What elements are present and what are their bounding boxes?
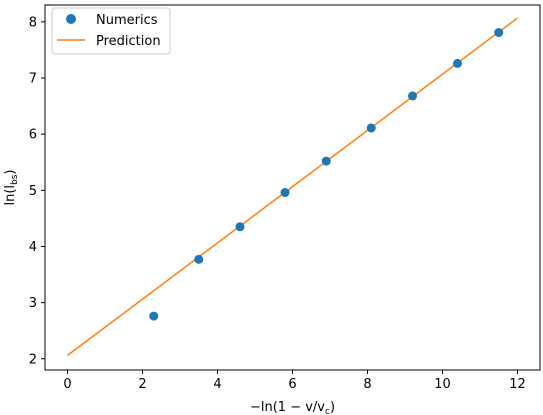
y-tick-label: 5 <box>29 184 37 199</box>
x-axis-label: −ln(1 − v/vc) <box>250 400 335 415</box>
numerics-point <box>408 91 417 101</box>
numerics-point <box>235 222 245 232</box>
legend-label-prediction: Prediction <box>96 34 161 49</box>
y-tick-label: 8 <box>29 15 37 30</box>
x-axis-ticks: 0 2 4 6 8 10 12 <box>63 370 526 392</box>
y-tick-label: 7 <box>29 72 37 87</box>
y-tick-label: 4 <box>29 240 37 255</box>
numerics-point <box>453 58 462 68</box>
x-tick-label: 10 <box>434 377 451 392</box>
x-tick-label: 6 <box>288 377 296 392</box>
y-tick-label: 6 <box>29 128 37 143</box>
numerics-point <box>280 188 290 198</box>
numerics-point <box>321 156 331 166</box>
numerics-point <box>149 311 159 321</box>
x-tick-label: 4 <box>213 377 221 392</box>
legend-label-numerics: Numerics <box>96 13 158 28</box>
series-layer <box>67 17 518 357</box>
x-tick-label: 0 <box>63 377 71 392</box>
y-tick-label: 2 <box>29 352 37 367</box>
numerics-point <box>494 28 504 38</box>
legend-marker-numerics <box>66 14 76 24</box>
prediction-line <box>67 17 518 357</box>
legend: Numerics Prediction <box>51 7 171 55</box>
legend-box <box>51 7 171 55</box>
x-tick-label: 12 <box>509 377 526 392</box>
x-tick-label: 2 <box>138 377 146 392</box>
y-axis-ticks: 2 3 4 5 6 7 8 <box>29 15 45 367</box>
numerics-point <box>366 123 376 133</box>
numerics-point <box>194 254 204 264</box>
y-axis-label: ln(lbs) <box>3 169 20 205</box>
x-tick-label: 8 <box>363 377 371 392</box>
y-tick-label: 3 <box>29 296 37 311</box>
